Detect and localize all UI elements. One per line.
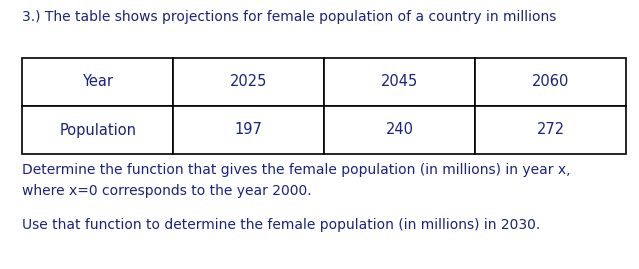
- Bar: [475, 106, 626, 154]
- Text: 3.) The table shows projections for female population of a country in millions: 3.) The table shows projections for fema…: [22, 10, 557, 24]
- Bar: [173, 58, 325, 106]
- Text: 197: 197: [235, 122, 263, 137]
- Text: 272: 272: [537, 122, 565, 137]
- Bar: [475, 58, 626, 106]
- Bar: [325, 58, 475, 106]
- Bar: [22, 106, 173, 154]
- Text: Year: Year: [82, 75, 113, 90]
- Text: 2060: 2060: [532, 75, 569, 90]
- Text: Use that function to determine the female population (in millions) in 2030.: Use that function to determine the femal…: [22, 218, 541, 232]
- Text: 2045: 2045: [381, 75, 419, 90]
- Bar: [325, 106, 475, 154]
- Bar: [22, 58, 173, 106]
- Text: Population: Population: [59, 122, 136, 137]
- Bar: [173, 106, 325, 154]
- Text: 2025: 2025: [230, 75, 268, 90]
- Text: 240: 240: [386, 122, 414, 137]
- Text: Determine the function that gives the female population (in millions) in year x,: Determine the function that gives the fe…: [22, 163, 571, 198]
